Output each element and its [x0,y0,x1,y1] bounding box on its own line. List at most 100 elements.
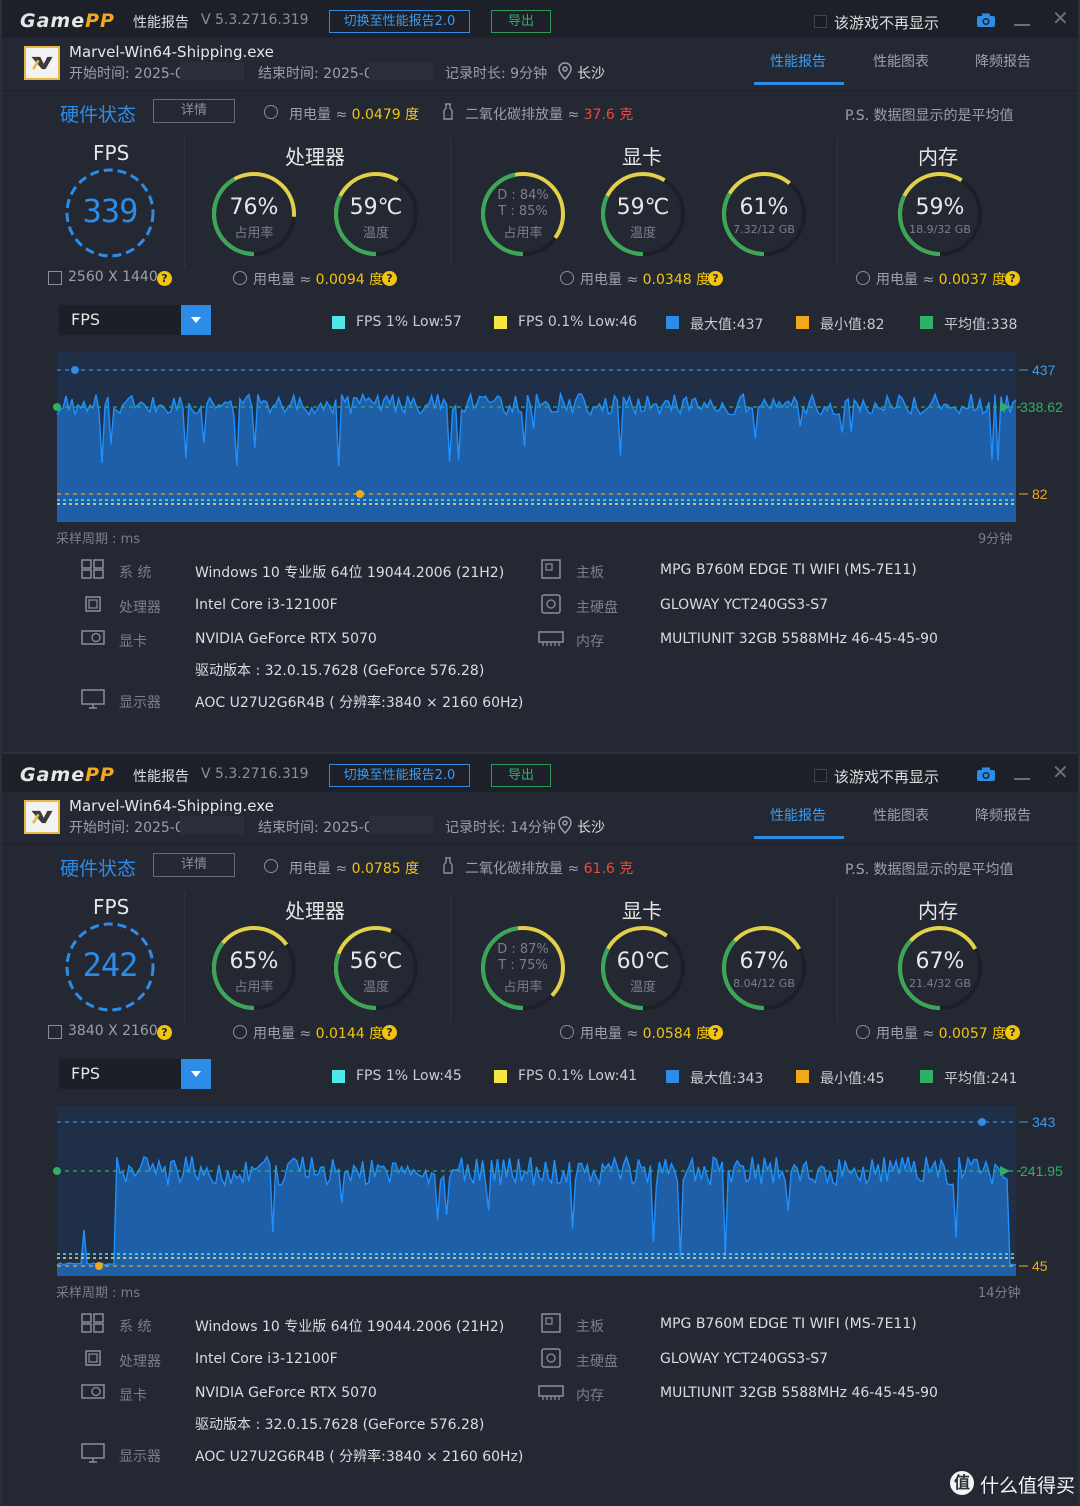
redacted-start [180,62,244,80]
cpu-title: 处理器 [285,145,345,169]
total-power: 用电量 ≈ 0.0785 度 [289,861,420,877]
tab-performance-report[interactable]: 性能报告 [770,54,826,70]
power-icon [264,105,278,119]
chevron-down-icon[interactable] [181,1059,211,1089]
tab-performance-chart[interactable]: 性能图表 [873,54,929,70]
mem-usage-detail: 18.9/32 GB [909,223,971,236]
redacted-end [369,816,433,834]
section-divider [837,892,838,1022]
fps-title: FPS [93,141,130,165]
fps-chart[interactable]: 343 241.95 45 [2,1094,1078,1284]
gpu-temp-gauge [601,172,685,256]
avg-arrow [1000,402,1010,412]
motherboard-icon [541,1313,561,1333]
fps-series-line [56,391,1017,467]
max-marker [978,1118,986,1126]
metric-select[interactable]: FPS [59,1059,181,1089]
legend-1pct-low: FPS 1% Low:57 [356,314,462,330]
window-title: 性能报告 [133,15,189,31]
metric-select[interactable]: FPS [59,305,181,335]
help-icon[interactable]: ? [708,271,723,286]
power-icon [560,1025,574,1039]
gpu-label: 显卡 [119,1388,147,1404]
switch-report-button[interactable]: 切换至性能报告2.0 [329,10,470,33]
details-button[interactable]: 详情 [153,99,235,123]
tab-throttle-report[interactable]: 降频报告 [975,54,1031,70]
memory-icon [538,1385,564,1400]
gpu-power: 用电量 ≈ 0.0584 度 [580,1026,711,1042]
camera-icon[interactable] [976,767,996,782]
gpu-label: 显卡 [119,634,147,650]
tab-performance-report[interactable]: 性能报告 [770,808,826,824]
switch-report-button[interactable]: 切换至性能报告2.0 [329,764,470,787]
gpu-usage-gauge [481,172,565,256]
help-icon[interactable]: ? [382,1025,397,1040]
help-icon[interactable]: ? [1005,1025,1020,1040]
mem-usage-value: 59% [915,195,965,220]
power-icon [233,271,247,285]
section-divider [184,138,185,268]
minimize-button[interactable] [1014,778,1030,780]
help-icon[interactable]: ? [708,1025,723,1040]
gpu-value: NVIDIA GeForce RTX 5070 [195,1385,377,1401]
gauge-arc-green [334,926,418,1010]
mem-usage-gauge [898,926,982,1010]
cpu-icon [85,596,101,612]
hardware-status-title: 硬件状态 [60,104,137,126]
redacted-start [180,816,244,834]
gpu-t-value: T : 85% [498,204,548,219]
co2-emission: 二氧化碳排放量 ≈ 61.6 克 [465,861,634,877]
report-panel-2: GamePP 性能报告 V 5.3.2716.319 切换至性能报告2.0 导出… [2,754,1078,1506]
gauge-arc-green [481,172,565,256]
max-marker [71,366,79,374]
ps-note: P.S. 数据图显示的是平均值 [845,108,1014,124]
gpu-icon [81,1384,105,1399]
close-button[interactable]: ✕ [1052,6,1069,30]
cpu-usage-label: 占用率 [234,980,274,995]
fps-chart[interactable]: 437 338.62 82 [2,340,1078,530]
version-label: V 5.3.2716.319 [201,766,309,782]
gpu-vram-value: 61% [739,195,789,220]
legend-avg: 平均值:338 [944,317,1018,333]
max-label: 437 [1032,362,1056,378]
tab-performance-chart[interactable]: 性能图表 [873,808,929,824]
fps-title: FPS [93,895,130,919]
help-icon[interactable]: ? [157,1025,172,1040]
camera-icon[interactable] [976,13,996,28]
motherboard-label: 主板 [576,1319,604,1335]
motherboard-value: MPG B760M EDGE TI WIFI (MS-7E11) [660,1316,917,1332]
legend-swatch [494,316,507,329]
power-icon [560,271,574,285]
co2-icon [443,103,453,120]
location-icon [558,816,572,834]
mem-power: 用电量 ≈ 0.0037 度 [876,272,1007,288]
export-button[interactable]: 导出 [491,10,551,33]
help-icon[interactable]: ? [1005,271,1020,286]
minimize-button[interactable] [1014,24,1030,26]
cpu-icon [85,1350,101,1366]
memory-value: MULTIUNIT 32GB 5588MHz 46-45-45-90 [660,1385,938,1401]
total-power: 用电量 ≈ 0.0479 度 [289,107,420,123]
help-icon[interactable]: ? [382,271,397,286]
chevron-down-icon[interactable] [181,305,211,335]
help-icon[interactable]: ? [157,271,172,286]
cpu-temp-label: 温度 [362,980,389,995]
active-tab-indicator [754,836,844,839]
avg-start-marker [53,1167,61,1175]
gauge-arc-green [481,926,565,1010]
cpu-usage-label: 占用率 [234,226,274,241]
gauge-arc-green [722,926,806,1010]
power-icon [233,1025,247,1039]
power-icon [264,859,278,873]
tab-throttle-report[interactable]: 降频报告 [975,808,1031,824]
export-button[interactable]: 导出 [491,764,551,787]
cpu-usage-value: 76% [229,195,279,220]
close-button[interactable]: ✕ [1052,760,1069,784]
details-button[interactable]: 详情 [153,853,235,877]
gauge-arc-green [601,926,685,1010]
hide-game-checkbox[interactable] [814,769,827,782]
min-label: 82 [1032,486,1048,502]
hide-game-checkbox[interactable] [814,15,827,28]
min-marker [95,1262,103,1270]
